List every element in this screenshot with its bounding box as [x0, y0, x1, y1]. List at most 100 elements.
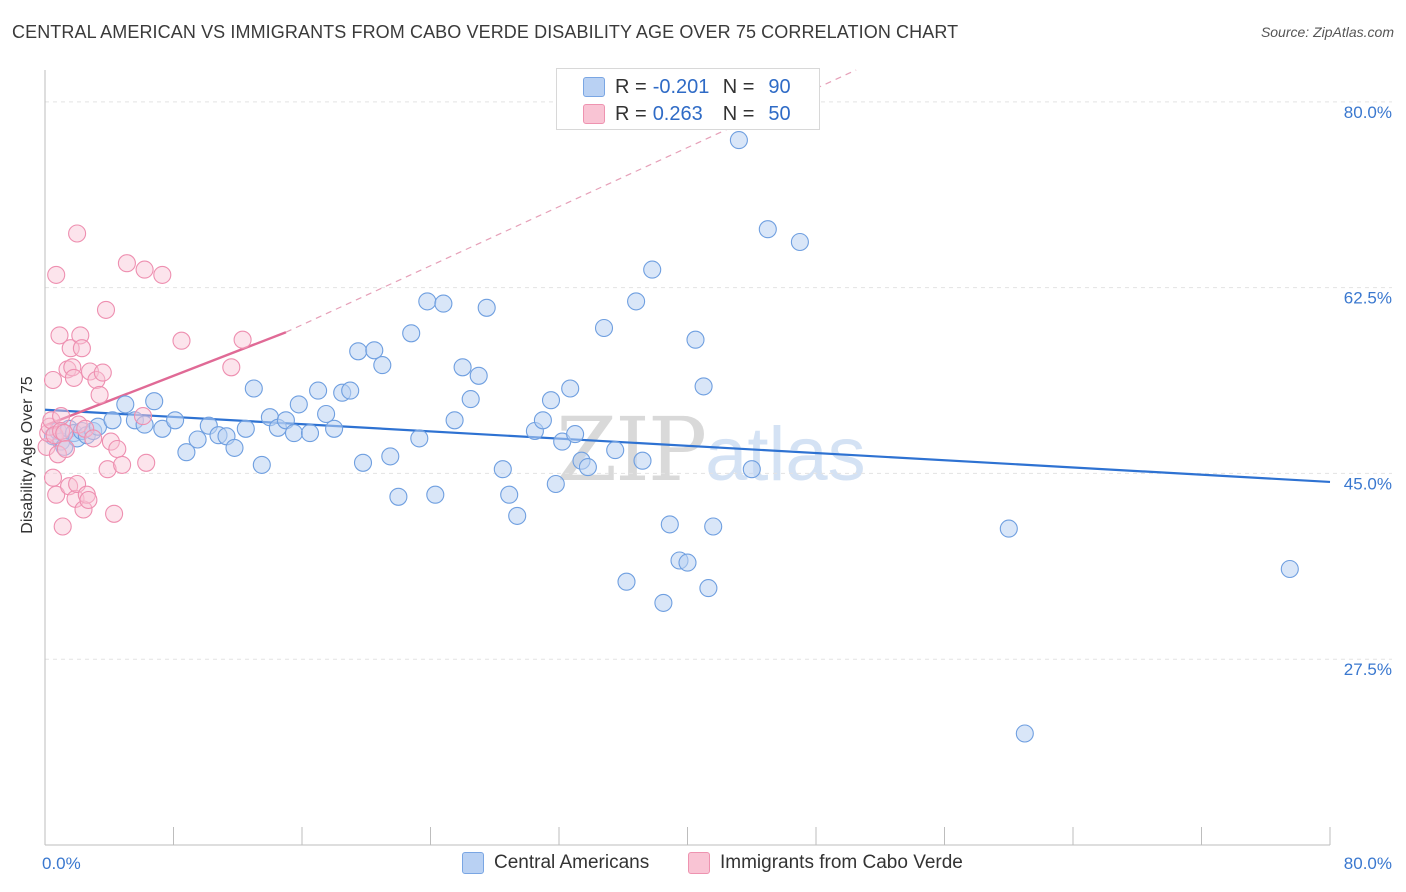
central-american-point: [373, 356, 392, 375]
cabo-verde-point: [135, 260, 154, 279]
central-american-point: [694, 377, 713, 396]
central-american-point: [594, 318, 614, 338]
central-american-point: [300, 424, 320, 443]
central-american-point: [284, 424, 304, 443]
cabo-verde-point: [79, 490, 98, 510]
cabo-verde-point: [222, 358, 241, 377]
central-american-point: [325, 419, 344, 438]
legend-n-label: N =: [722, 102, 755, 125]
central-american-point: [381, 447, 400, 466]
cabo-verde-point: [52, 421, 71, 441]
central-american-point: [493, 460, 512, 479]
trend-lines: [44, 69, 1331, 484]
legend-n-value: 50: [768, 102, 791, 125]
cabo-verde-point: [137, 453, 156, 472]
central-american-point: [402, 324, 421, 343]
legend-item-central-americans[interactable]: Central Americans: [462, 852, 649, 874]
central-american-point: [477, 298, 496, 317]
source-credit: Source: ZipAtlas.com: [1260, 24, 1394, 40]
central-american-point: [426, 485, 445, 504]
data-points: [37, 131, 1299, 743]
central-american-point: [643, 260, 662, 279]
central-american-point: [654, 593, 673, 612]
chart-title: CENTRAL AMERICAN VS IMMIGRANTS FROM CABO…: [12, 22, 959, 42]
cabo-verde-point: [55, 424, 74, 443]
cabo-verde-point: [101, 432, 120, 451]
central-american-point: [578, 458, 597, 477]
central-american-point: [317, 404, 336, 424]
cabo-verde-point: [117, 254, 136, 273]
central-american-point: [309, 381, 328, 400]
central-american-point: [166, 411, 185, 430]
cabo-verde-point: [233, 330, 252, 349]
central-american-point: [434, 294, 453, 313]
central-american-point: [244, 379, 263, 398]
central-american-point: [188, 430, 207, 449]
cabo-verde-point: [90, 385, 109, 404]
legend-item-cabo-verde[interactable]: Immigrants from Cabo Verde: [688, 852, 963, 874]
central-american-point: [365, 341, 384, 360]
central-american-point: [508, 506, 527, 525]
cabo-verde-point: [74, 500, 93, 519]
cabo-verde-trend-extension: [285, 69, 857, 333]
cabo-verde-point: [56, 439, 75, 459]
central-american-point: [533, 411, 552, 430]
central-american-point: [704, 517, 723, 536]
central-american-point: [349, 342, 368, 361]
central-american-point: [252, 455, 271, 474]
central-american-point: [627, 292, 646, 311]
legend-label: Immigrants from Cabo Verde: [720, 852, 963, 873]
legend-r-value: -0.201: [652, 75, 710, 98]
central-american-point: [1015, 724, 1034, 743]
cabo-verde-point: [47, 265, 66, 284]
y-tick-label: 62.5%: [1344, 289, 1392, 308]
legend-r-label: R =: [615, 102, 647, 125]
central-american-point: [341, 381, 360, 400]
cabo-verde-point: [68, 224, 87, 243]
central-american-point: [561, 379, 580, 398]
cabo-verde-point: [93, 363, 112, 382]
cabo-verde-point: [72, 339, 91, 358]
cabo-verde-point: [153, 265, 172, 284]
central-american-point: [606, 441, 625, 460]
central-american-point: [461, 390, 480, 409]
legend-r-label: R =: [615, 75, 647, 98]
cabo-verde-point: [133, 407, 153, 426]
central-american-point: [153, 419, 172, 438]
central-american-point: [103, 411, 122, 430]
cabo-verde-point: [96, 300, 116, 319]
legend-r-value: 0.263: [652, 102, 703, 125]
legend-swatch-pink: [688, 852, 710, 874]
central-american-point: [790, 232, 809, 252]
cabo-verde-point: [105, 504, 124, 523]
cabo-verde-point: [43, 468, 63, 487]
central-american-point: [678, 553, 697, 572]
central-american-point: [410, 429, 429, 448]
axes: [44, 70, 1331, 846]
central-american-point: [617, 572, 636, 591]
legend-row-central-americans: R = -0.201 N = 90: [583, 73, 791, 101]
cabo-verde-point: [108, 439, 127, 459]
grid-lines: [45, 101, 1392, 660]
central-american-point: [999, 519, 1018, 538]
legend-swatch-blue: [583, 77, 605, 97]
legend-swatch-blue: [462, 852, 484, 874]
central-american-point: [276, 411, 295, 430]
central-american-point: [236, 419, 255, 438]
legend-n-label: N =: [722, 75, 755, 98]
central-american-point: [1280, 559, 1299, 579]
cabo-verde-point: [43, 370, 63, 390]
central-american-point: [453, 358, 472, 377]
legend-n-value: 90: [768, 75, 791, 98]
legend-label: Central Americans: [494, 852, 650, 873]
cabo-verde-point: [172, 331, 191, 350]
central-american-point: [177, 443, 196, 462]
central-american-point: [289, 395, 308, 414]
central-american-point: [500, 485, 519, 504]
central-american-trend-line: [44, 408, 1331, 484]
cabo-verde-point: [50, 326, 69, 345]
cabo-verde-point: [64, 368, 83, 387]
tick-labels: 27.5% 45.0% 62.5% 80.0% 0.0% 80.0%: [42, 103, 1392, 873]
central-american-point: [699, 579, 718, 598]
